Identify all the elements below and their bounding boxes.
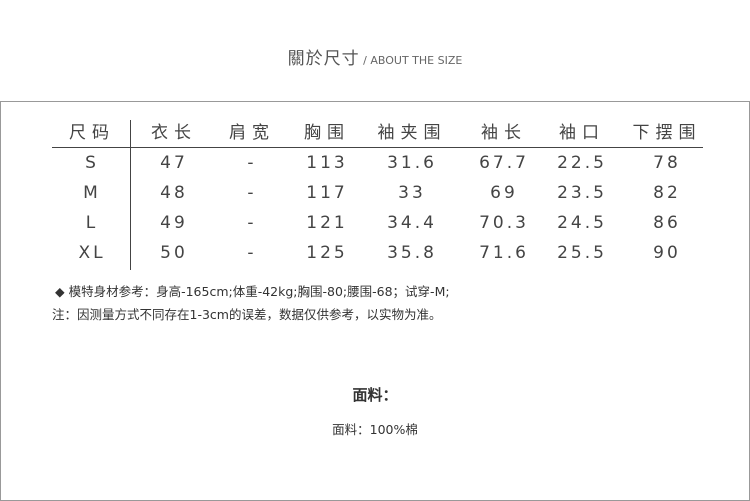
title-en: / ABOUT THE SIZE [359, 54, 463, 67]
table-cell: 82 [653, 183, 681, 203]
table-cell: 31.6 [387, 153, 437, 173]
table-cell: 125 [306, 243, 348, 263]
table-cell: 47 [160, 153, 188, 173]
table-cell: - [247, 153, 257, 173]
table-cell: 25.5 [557, 243, 607, 263]
section-title: 關於尺寸 / ABOUT THE SIZE [0, 44, 750, 69]
table-cell: 69 [490, 183, 518, 203]
table-cell: 33 [398, 183, 426, 203]
header-cell: 尺码 [69, 123, 115, 143]
table-cell: 22.5 [557, 153, 607, 173]
table-cell: XL [78, 243, 106, 263]
table-cell: - [247, 243, 257, 263]
table-cell: 78 [653, 153, 681, 173]
header-divider [52, 147, 703, 148]
header-cell: 袖长 [481, 123, 527, 143]
table-header: 尺码 衣长 肩宽 胸围 袖夹围 袖长 袖口 下摆围 [52, 118, 703, 148]
table-cell: 34.4 [387, 213, 437, 233]
header-cell: 下摆围 [632, 123, 702, 143]
table-cell: 23.5 [557, 183, 607, 203]
table-cell: 86 [653, 213, 681, 233]
header-cell: 袖口 [559, 123, 605, 143]
header-cell: 肩宽 [229, 123, 275, 143]
table-cell: 49 [160, 213, 188, 233]
table-cell: L [85, 213, 99, 233]
header-cell: 胸围 [304, 123, 350, 143]
column-divider [130, 120, 131, 270]
header-cell: 袖夹围 [377, 123, 447, 143]
table-cell: 117 [306, 183, 348, 203]
fabric-title: 面料： [352, 386, 398, 404]
table-row: M 48 - 117 33 69 23.5 82 [52, 178, 703, 208]
table-cell: 90 [653, 243, 681, 263]
disclaimer-note: 注：因测量方式不同存在1-3cm的误差，数据仅供参考，以实物为准。 [52, 307, 442, 322]
header-cell: 衣长 [151, 123, 197, 143]
table-cell: 48 [160, 183, 188, 203]
table-cell: M [83, 183, 101, 203]
table-cell: 24.5 [557, 213, 607, 233]
table-cell: 67.7 [479, 153, 529, 173]
table-cell: S [85, 153, 99, 173]
table-cell: - [247, 213, 257, 233]
table-cell: - [247, 183, 257, 203]
table-row: L 49 - 121 34.4 70.3 24.5 86 [52, 208, 703, 238]
table-cell: 113 [306, 153, 348, 173]
title-cn: 關於尺寸 [287, 49, 360, 69]
table-cell: 121 [306, 213, 348, 233]
table-row: XL 50 - 125 35.8 71.6 25.5 90 [52, 238, 703, 268]
table-cell: 71.6 [479, 243, 529, 263]
table-cell: 70.3 [479, 213, 529, 233]
table-cell: 50 [160, 243, 188, 263]
model-note: ◆ 模特身材参考：身高-165cm;体重-42kg;胸围-80;腰围-68；试穿… [55, 284, 450, 299]
table-row: S 47 - 113 31.6 67.7 22.5 78 [52, 148, 703, 178]
table-cell: 35.8 [387, 243, 437, 263]
fabric-value: 面料：100%棉 [332, 422, 418, 437]
